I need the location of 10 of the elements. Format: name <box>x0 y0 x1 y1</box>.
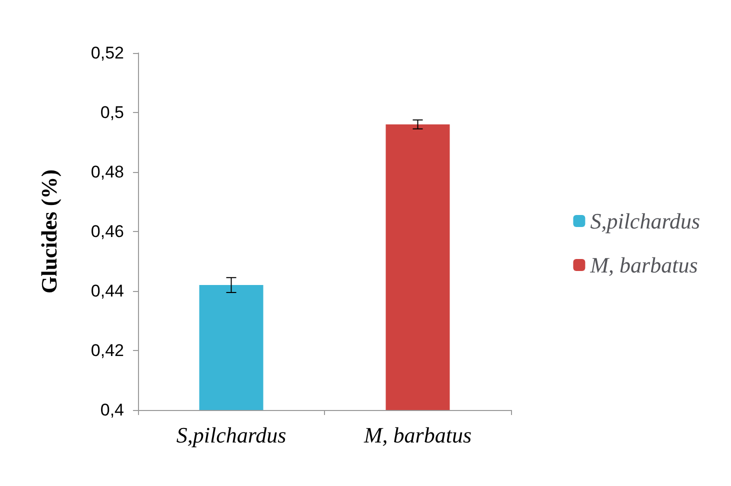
y-tick-label: 0,42 <box>90 341 124 360</box>
legend-label: S,pilchardus <box>590 208 700 234</box>
y-tick-label: 0,46 <box>90 222 124 241</box>
y-tick-label: 0,4 <box>100 400 124 420</box>
y-tick-label: 0,52 <box>90 44 124 62</box>
y-axis-title: Glucides (%) <box>36 169 62 294</box>
y-tick-label: 0,5 <box>100 103 124 122</box>
y-tick-label: 0,44 <box>90 282 124 300</box>
y-tick-label: 0,48 <box>90 162 124 182</box>
legend-label: M, barbatus <box>589 252 698 278</box>
